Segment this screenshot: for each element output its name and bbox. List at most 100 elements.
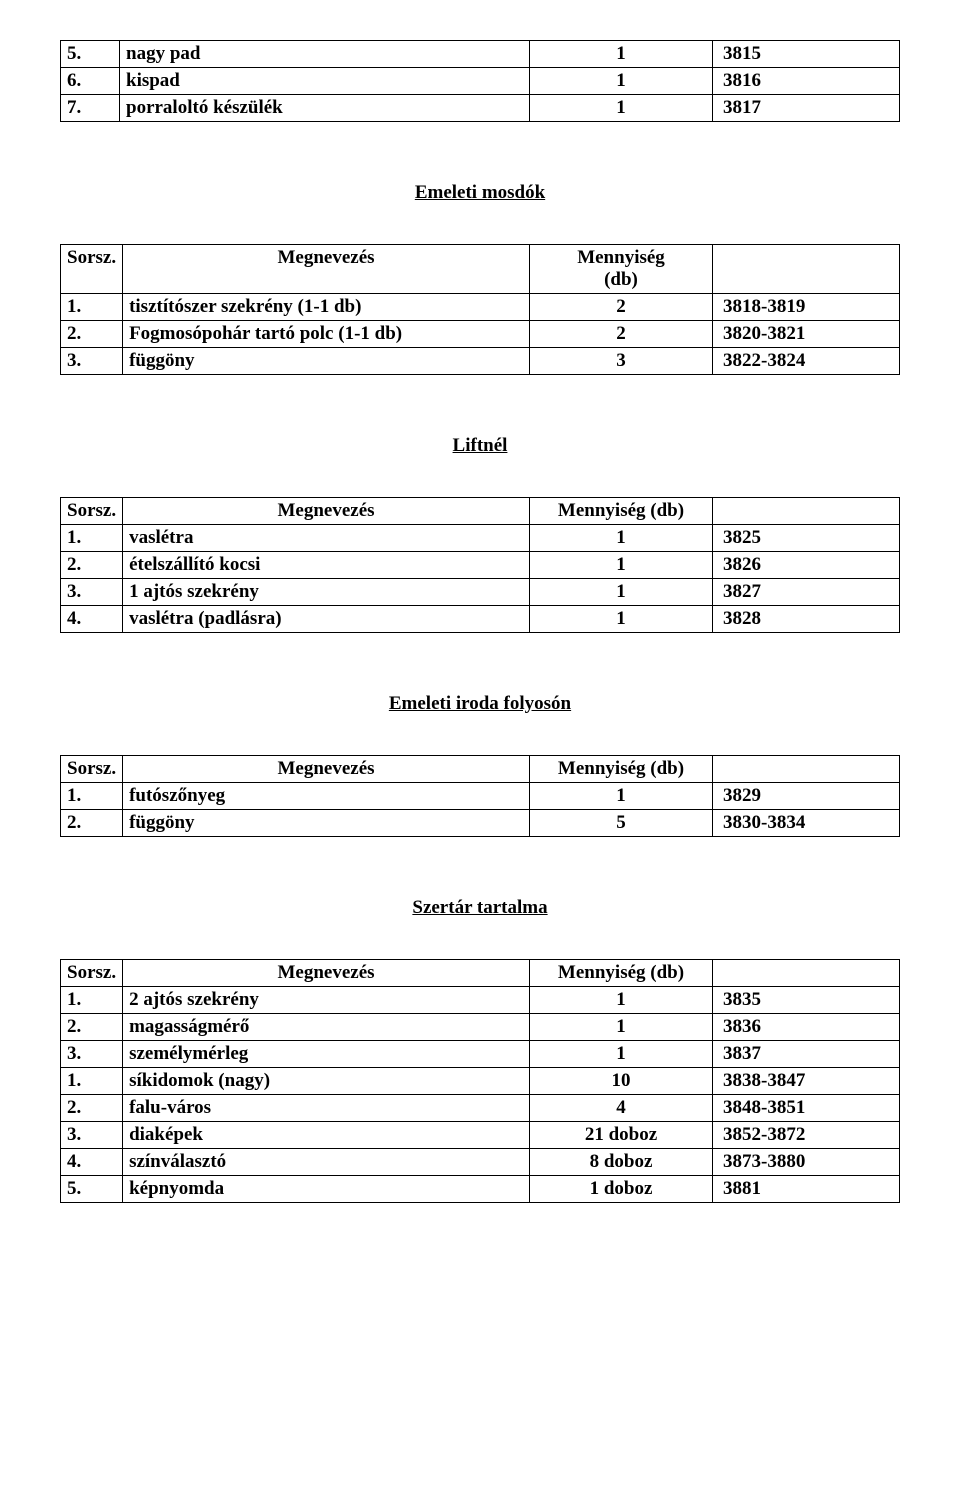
cell-code: 3816 [713, 68, 900, 95]
cell-qty: 1 [530, 578, 713, 605]
emeleti-iroda-table: Sorsz. Megnevezés Mennyiség (db) 1. futó… [60, 755, 900, 837]
cell-name: függöny [123, 809, 530, 836]
top-table: 5. nagy pad 1 3815 6. kispad 1 3816 7. p… [60, 40, 900, 122]
cell-num: 1. [61, 1067, 123, 1094]
cell-qty: 8 doboz [530, 1148, 713, 1175]
header-sorsz: Sorsz. [61, 755, 123, 782]
cell-name: személymérleg [123, 1040, 530, 1067]
cell-qty: 1 [530, 782, 713, 809]
table-row: 3. diaképek 21 doboz 3852-3872 [61, 1121, 900, 1148]
cell-name: 2 ajtós szekrény [123, 986, 530, 1013]
cell-name: függöny [123, 347, 530, 374]
cell-name: 1 ajtós szekrény [123, 578, 530, 605]
cell-qty: 1 [530, 1040, 713, 1067]
cell-name: ételszállító kocsi [123, 551, 530, 578]
cell-num: 3. [61, 1040, 123, 1067]
header-empty [713, 245, 900, 294]
table-row: 3. függöny 3 3822-3824 [61, 347, 900, 374]
section-title-szertar: Szertár tartalma [60, 897, 900, 919]
cell-qty: 1 [530, 68, 713, 95]
cell-qty: 5 [530, 809, 713, 836]
cell-code: 3848-3851 [713, 1094, 900, 1121]
table-row: 4. színválasztó 8 doboz 3873-3880 [61, 1148, 900, 1175]
emeleti-mosdok-table: Sorsz. Megnevezés Mennyiség (db) 1. tisz… [60, 244, 900, 375]
table-row: 1. futószőnyeg 1 3829 [61, 782, 900, 809]
cell-name: nagy pad [120, 41, 530, 68]
cell-num: 1. [61, 986, 123, 1013]
cell-qty: 1 [530, 986, 713, 1013]
cell-name: vaslétra [123, 524, 530, 551]
cell-name: futószőnyeg [123, 782, 530, 809]
cell-qty: 1 [530, 41, 713, 68]
table-header-row: Sorsz. Megnevezés Mennyiség (db) [61, 755, 900, 782]
cell-name: képnyomda [123, 1175, 530, 1202]
table-row: 1. síkidomok (nagy) 10 3838-3847 [61, 1067, 900, 1094]
section-title-emeleti-iroda: Emeleti iroda folyosón [60, 693, 900, 715]
table-row: 5. képnyomda 1 doboz 3881 [61, 1175, 900, 1202]
cell-name: diaképek [123, 1121, 530, 1148]
cell-num: 1. [61, 293, 123, 320]
cell-name: falu-város [123, 1094, 530, 1121]
cell-code: 3835 [713, 986, 900, 1013]
cell-qty: 3 [530, 347, 713, 374]
cell-code: 3881 [713, 1175, 900, 1202]
header-megnevezes: Megnevezés [123, 959, 530, 986]
liftnel-table: Sorsz. Megnevezés Mennyiség (db) 1. vasl… [60, 497, 900, 633]
table-row: 1. tisztítószer szekrény (1-1 db) 2 3818… [61, 293, 900, 320]
cell-name: porraloltó készülék [120, 95, 530, 122]
cell-num: 1. [61, 782, 123, 809]
table-row: 2. falu-város 4 3848-3851 [61, 1094, 900, 1121]
table-row: 6. kispad 1 3816 [61, 68, 900, 95]
cell-code: 3827 [713, 578, 900, 605]
header-megnevezes: Megnevezés [123, 245, 530, 294]
cell-code: 3826 [713, 551, 900, 578]
cell-name: Fogmosópohár tartó polc (1-1 db) [123, 320, 530, 347]
cell-num: 6. [61, 68, 120, 95]
cell-num: 2. [61, 1013, 123, 1040]
header-empty [713, 755, 900, 782]
cell-code: 3829 [713, 782, 900, 809]
cell-code: 3820-3821 [713, 320, 900, 347]
header-mennyiseg-line1: Mennyiség [577, 247, 665, 268]
cell-qty: 1 [530, 551, 713, 578]
header-empty [713, 497, 900, 524]
cell-num: 5. [61, 1175, 123, 1202]
cell-num: 4. [61, 605, 123, 632]
header-mennyiseg: Mennyiség (db) [530, 755, 713, 782]
header-mennyiseg: Mennyiség (db) [530, 245, 713, 294]
table-header-row: Sorsz. Megnevezés Mennyiség (db) [61, 497, 900, 524]
cell-code: 3838-3847 [713, 1067, 900, 1094]
table-header-row: Sorsz. Megnevezés Mennyiség (db) [61, 959, 900, 986]
cell-code: 3836 [713, 1013, 900, 1040]
cell-num: 3. [61, 578, 123, 605]
cell-code: 3822-3824 [713, 347, 900, 374]
table-row: 1. vaslétra 1 3825 [61, 524, 900, 551]
cell-qty: 10 [530, 1067, 713, 1094]
header-megnevezes: Megnevezés [123, 497, 530, 524]
cell-qty: 2 [530, 293, 713, 320]
table-row: 3. személymérleg 1 3837 [61, 1040, 900, 1067]
cell-code: 3852-3872 [713, 1121, 900, 1148]
cell-qty: 1 [530, 605, 713, 632]
cell-num: 7. [61, 95, 120, 122]
cell-num: 1. [61, 524, 123, 551]
cell-qty: 1 [530, 1013, 713, 1040]
cell-qty: 2 [530, 320, 713, 347]
cell-name: magasságmérő [123, 1013, 530, 1040]
cell-num: 2. [61, 1094, 123, 1121]
cell-code: 3873-3880 [713, 1148, 900, 1175]
szertar-table: Sorsz. Megnevezés Mennyiség (db) 1. 2 aj… [60, 959, 900, 1203]
header-sorsz: Sorsz. [61, 245, 123, 294]
cell-name: síkidomok (nagy) [123, 1067, 530, 1094]
cell-code: 3830-3834 [713, 809, 900, 836]
table-row: 7. porraloltó készülék 1 3817 [61, 95, 900, 122]
cell-code: 3817 [713, 95, 900, 122]
cell-num: 2. [61, 809, 123, 836]
cell-num: 5. [61, 41, 120, 68]
header-sorsz: Sorsz. [61, 959, 123, 986]
cell-qty: 1 [530, 524, 713, 551]
header-mennyiseg: Mennyiség (db) [530, 959, 713, 986]
table-row: 4. vaslétra (padlásra) 1 3828 [61, 605, 900, 632]
header-sorsz: Sorsz. [61, 497, 123, 524]
table-row: 3. 1 ajtós szekrény 1 3827 [61, 578, 900, 605]
